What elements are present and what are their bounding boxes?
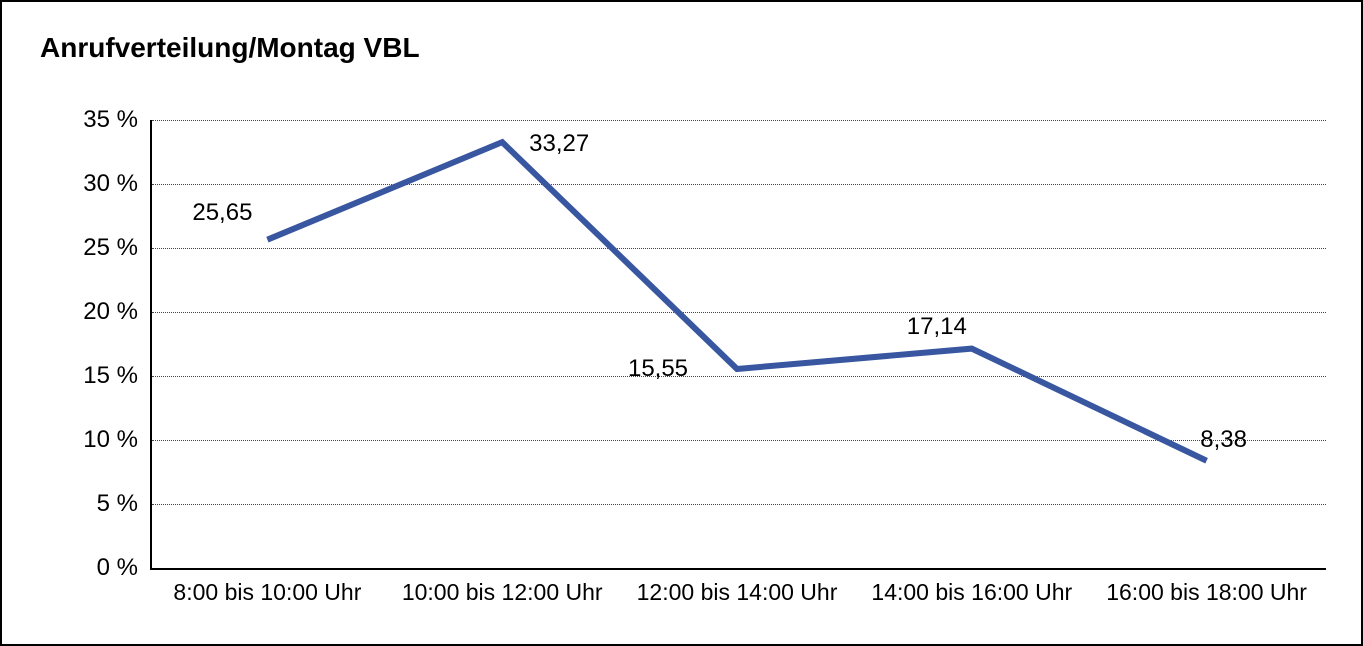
gridline (152, 504, 1326, 505)
y-tick-label: 35 % (83, 106, 138, 133)
y-tick-label: 10 % (83, 426, 138, 453)
series-line-layer (266, 138, 1208, 464)
data-value-label: 17,14 (906, 312, 967, 340)
y-tick-label: 25 % (83, 234, 138, 261)
data-value-label: 15,55 (627, 354, 689, 382)
data-value-label: 33,27 (529, 130, 590, 158)
y-tick-label: 30 % (83, 170, 138, 197)
y-tick-label: 0 % (96, 554, 138, 581)
gridline (152, 184, 1326, 185)
series-polyline (266, 138, 1208, 464)
x-tick-label: 14:00 bis 16:00 Uhr (871, 579, 1073, 605)
plot-area (150, 120, 1326, 570)
gridline (152, 248, 1326, 249)
x-tick-label: 12:00 bis 14:00 Uhr (636, 579, 838, 605)
x-tick-label: 16:00 bis 18:00 Uhr (1106, 579, 1307, 605)
y-tick-label: 5 % (96, 490, 138, 517)
y-tick-label: 20 % (83, 298, 138, 325)
gridline (152, 120, 1326, 121)
gridline (152, 312, 1326, 313)
data-value-label: 8,38 (1200, 425, 1247, 453)
gridline (152, 376, 1326, 377)
chart-title: Anrufverteilung/Montag VBL (40, 32, 420, 63)
x-tick-label: 8:00 bis 10:00 Uhr (173, 579, 362, 605)
x-tick-label: 10:00 bis 12:00 Uhr (401, 579, 603, 605)
y-tick-label: 15 % (83, 362, 138, 389)
data-value-label: 25,65 (192, 198, 253, 226)
gridline (152, 440, 1326, 441)
